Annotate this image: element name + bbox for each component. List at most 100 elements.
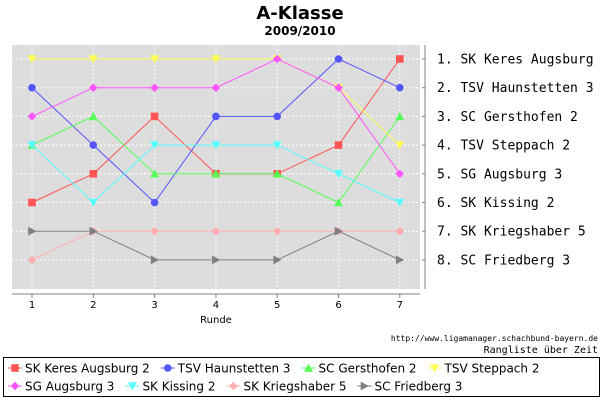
data-point — [28, 226, 37, 236]
data-point — [211, 169, 221, 178]
legend-item: SK Kissing 2 — [125, 380, 215, 394]
x-tick-label: 6 — [335, 300, 341, 311]
data-point — [89, 170, 98, 178]
chart-subtitle: 2009/2010 — [264, 24, 335, 38]
data-point — [395, 112, 405, 121]
series-lines — [27, 54, 405, 265]
rank-label: 8. SC Friedberg 3 — [437, 253, 570, 268]
data-point — [396, 255, 405, 265]
legend-item: SC Gersthofen 2 — [301, 362, 417, 376]
data-point — [150, 198, 159, 207]
data-point — [395, 141, 405, 150]
data-point — [150, 83, 159, 92]
rank-label: 3. SC Gersthofen 2 — [437, 110, 578, 125]
legend-item: SK Keres Augsburg 2 — [8, 362, 150, 376]
chart-title: A-Klasse — [256, 3, 343, 24]
data-point — [89, 141, 98, 149]
rank-label: 1. SK Keres Augsburg 2 — [437, 53, 600, 68]
x-axis-label: Runde — [200, 315, 232, 326]
data-point — [88, 198, 98, 207]
data-point — [89, 83, 98, 92]
data-point — [395, 226, 405, 236]
footer-caption: Rangliste über Zeit — [484, 345, 598, 356]
data-point — [334, 141, 343, 149]
data-point — [334, 55, 343, 63]
data-point — [27, 255, 37, 265]
legend-label: SK Kissing 2 — [142, 380, 215, 394]
legend-item: SC Friedberg 3 — [357, 380, 462, 394]
data-point — [211, 83, 221, 92]
data-point — [334, 83, 343, 92]
legend-label: SK Keres Augsburg 2 — [25, 362, 150, 376]
data-point — [211, 226, 221, 236]
rank-label: 7. SK Kriegshaber 5 — [437, 225, 586, 240]
legend-marker — [128, 382, 137, 391]
x-tick-label: 3 — [151, 300, 157, 311]
data-point — [150, 141, 159, 150]
data-point — [273, 112, 282, 121]
legend-marker — [11, 364, 19, 372]
legend-label: SK Kriegshaber 5 — [243, 380, 346, 394]
data-point — [334, 170, 343, 179]
data-point — [150, 169, 159, 178]
data-point — [211, 55, 221, 64]
data-point — [150, 255, 159, 265]
legend-marker — [430, 364, 439, 373]
legend-marker — [360, 381, 369, 391]
legend-label: TSV Steppach 2 — [444, 362, 540, 376]
legend-marker — [10, 381, 20, 391]
source-url: http://www.ligamanager.schachbund-bayern… — [391, 334, 598, 343]
series-group — [27, 54, 405, 179]
legend-label: SG Augsburg 3 — [25, 380, 114, 394]
data-point — [272, 141, 282, 150]
rank-labels: 1. SK Keres Augsburg 2 2. TSV Haunstetten… — [422, 53, 600, 268]
x-ticks: 1 2 3 4 5 6 7 — [29, 294, 403, 311]
data-point — [273, 255, 282, 265]
data-point — [396, 55, 404, 63]
data-point — [150, 226, 159, 236]
data-point — [28, 83, 36, 92]
legend-item: SK Kriegshaber 5 — [226, 380, 346, 394]
legend-marker — [163, 364, 172, 372]
data-point — [27, 112, 37, 121]
legend-label: SC Friedberg 3 — [374, 380, 462, 394]
data-point — [88, 112, 98, 121]
series-group — [28, 55, 404, 207]
data-point — [211, 141, 221, 150]
legend-label: TSV Haunstetten 3 — [177, 362, 291, 376]
legend-item: TSV Haunstetten 3 — [160, 362, 291, 376]
series-group — [28, 226, 405, 265]
data-point — [27, 55, 37, 64]
data-point — [150, 112, 159, 121]
series-group — [27, 141, 405, 207]
legend-item: SG Augsburg 3 — [8, 380, 114, 394]
legend-box — [3, 357, 600, 397]
x-tick-label: 4 — [213, 300, 219, 311]
legend-item: TSV Steppach 2 — [427, 362, 540, 376]
legend: SK Keres Augsburg 2 TSV Haunstetten 3 SC G… — [8, 362, 539, 394]
rank-label: 5. SG Augsburg 3 — [437, 167, 562, 182]
legend-label: SC Gersthofen 2 — [319, 362, 417, 376]
rank-label: 4. TSV Steppach 2 — [437, 139, 570, 154]
data-point — [395, 198, 405, 207]
rank-label: 6. SK Kissing 2 — [437, 196, 554, 211]
data-point — [27, 141, 37, 150]
x-tick-label: 2 — [90, 300, 96, 311]
x-tick-label: 5 — [274, 300, 280, 311]
data-point — [396, 83, 404, 92]
data-point — [395, 169, 405, 179]
x-tick-label: 1 — [29, 300, 35, 311]
data-point — [89, 226, 98, 236]
data-point — [150, 55, 159, 64]
data-point — [88, 55, 98, 64]
data-point — [272, 54, 282, 64]
data-point — [212, 255, 221, 265]
legend-marker — [229, 381, 238, 391]
rank-label: 2. TSV Haunstetten 3 — [437, 81, 594, 96]
data-point — [212, 112, 220, 121]
x-tick-label: 7 — [397, 300, 403, 311]
data-point — [334, 198, 343, 207]
data-point — [28, 198, 36, 207]
data-point — [334, 226, 343, 236]
